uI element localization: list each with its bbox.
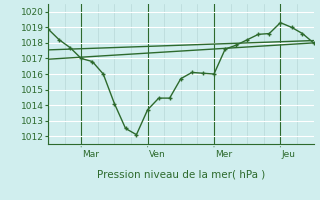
Text: Mar: Mar (83, 150, 100, 159)
Text: Mer: Mer (215, 150, 232, 159)
Text: Pression niveau de la mer( hPa ): Pression niveau de la mer( hPa ) (97, 169, 265, 179)
Text: Ven: Ven (149, 150, 166, 159)
Text: Jeu: Jeu (282, 150, 296, 159)
